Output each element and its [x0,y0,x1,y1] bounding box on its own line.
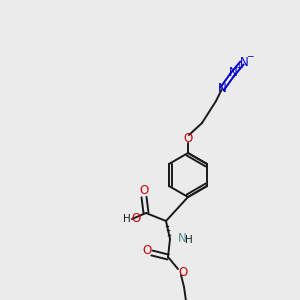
Text: H: H [123,214,131,224]
Text: N: N [229,67,237,80]
Text: O: O [183,131,193,145]
Text: O: O [178,266,188,278]
Text: N: N [240,56,248,68]
Text: O: O [142,244,152,257]
Text: N: N [178,232,186,245]
Text: O: O [140,184,148,197]
Text: H: H [185,235,193,245]
Text: −: − [246,52,254,61]
Text: O: O [131,212,141,226]
Text: N: N [218,82,226,95]
Text: +: + [235,62,243,71]
